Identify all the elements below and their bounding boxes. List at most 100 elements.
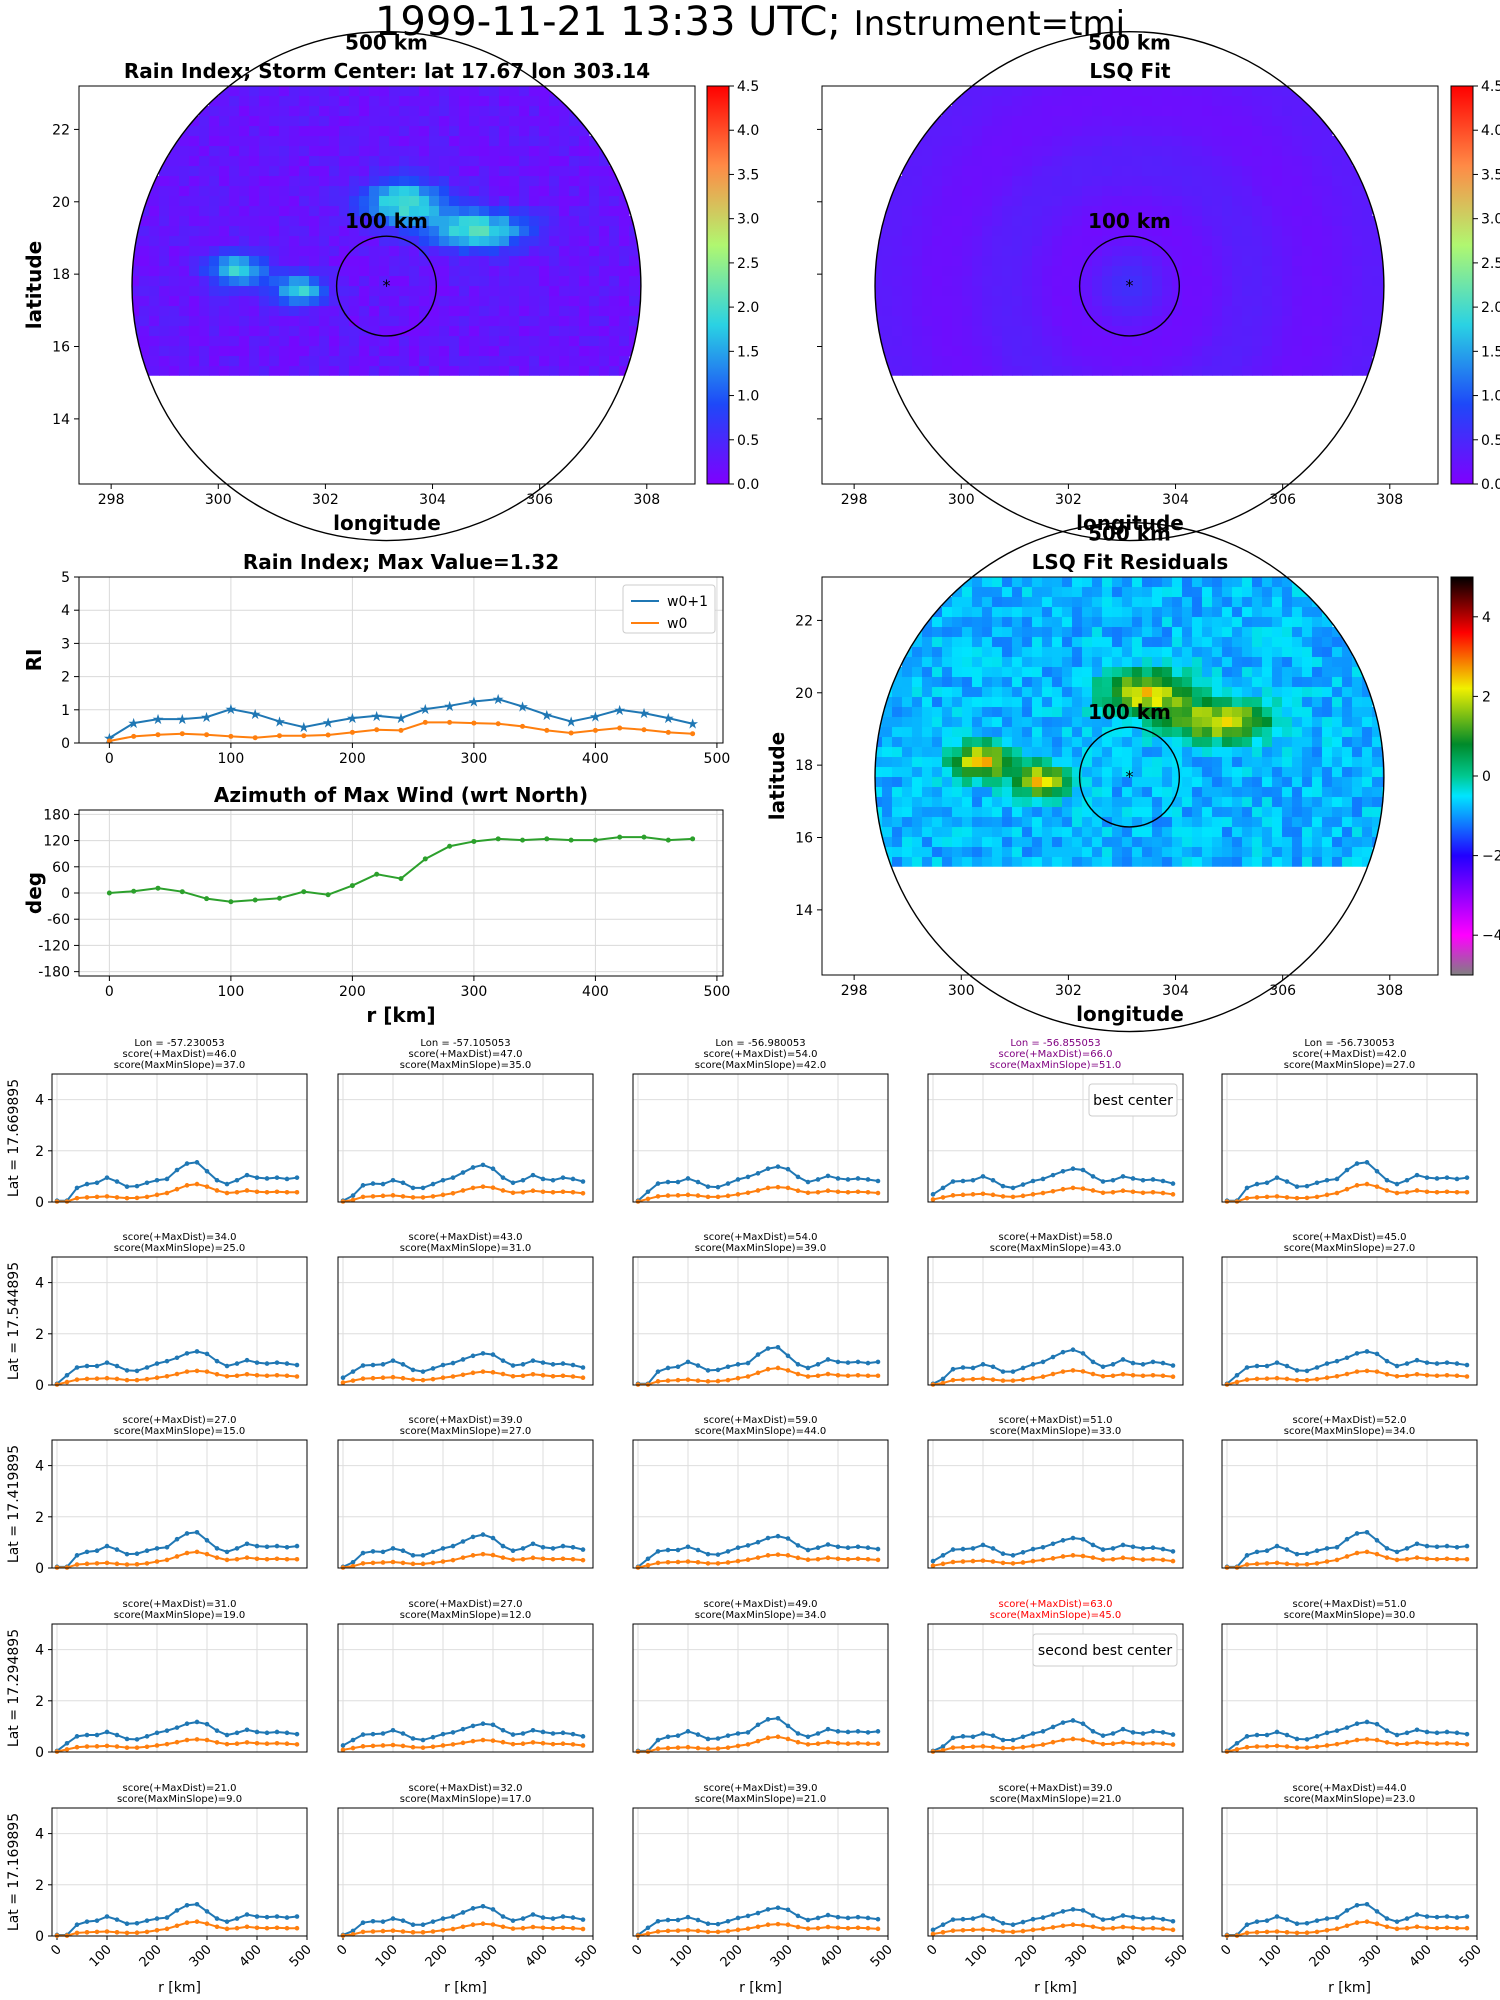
rain-index-cell xyxy=(249,126,260,137)
rain-index-cell xyxy=(489,406,500,417)
lsq-fit-cell xyxy=(962,186,973,197)
lsq-fit-cell xyxy=(1292,416,1303,427)
rain-index-cell xyxy=(519,456,530,467)
residual-cell xyxy=(1082,607,1093,618)
lsq-fit-cell xyxy=(1152,436,1163,447)
residual-cell xyxy=(1012,717,1023,728)
rain-index-cell xyxy=(219,106,230,117)
residual-cell xyxy=(1052,667,1063,678)
lsq-fit-cell xyxy=(1272,326,1283,337)
rain-index-cell xyxy=(379,276,390,287)
lsq-fit-cell xyxy=(1162,146,1173,157)
residual-cell xyxy=(1212,607,1223,618)
rain-index-cell xyxy=(259,266,270,277)
residual-cell xyxy=(1002,737,1013,748)
lsq-fit-cell xyxy=(1012,356,1023,367)
residual-cell xyxy=(1132,687,1143,698)
residual-cell xyxy=(992,617,1003,628)
lsq-fit-cell xyxy=(972,426,983,437)
rain-index-cell xyxy=(359,346,370,357)
rain-index-cell xyxy=(549,436,560,447)
rain-index-cell xyxy=(629,216,640,227)
rain-index-cell xyxy=(299,476,310,487)
rain-index-cell xyxy=(509,306,520,317)
residual-cell xyxy=(1192,827,1203,838)
residual-cell xyxy=(1162,757,1173,768)
lsq-fit-cell xyxy=(1362,316,1373,327)
lsq-fit-cell xyxy=(922,406,933,417)
lsq-fit-cell xyxy=(1062,186,1073,197)
residual-cell xyxy=(1222,707,1233,718)
rain-index-cell xyxy=(269,356,280,367)
lsq-fit-cell xyxy=(1152,296,1163,307)
rain-index-cell xyxy=(269,306,280,317)
lsq-fit-cell xyxy=(1182,276,1193,287)
rain-index-cell xyxy=(269,126,280,137)
lsq-fit-cell xyxy=(902,176,913,187)
lsq-fit-cell xyxy=(1142,446,1153,457)
residual-cell xyxy=(1162,647,1173,658)
lsq-fit-cell xyxy=(1202,366,1213,376)
rain-index-cell xyxy=(359,336,370,347)
residual-cell xyxy=(902,807,913,818)
rain-index-cell xyxy=(309,126,320,137)
lsq-fit-cell xyxy=(1322,166,1333,177)
rain-index-cell xyxy=(369,326,380,337)
lsq-fit-cell xyxy=(1182,196,1193,207)
residual-cell xyxy=(1232,797,1243,808)
rain-index-cell xyxy=(429,136,440,147)
rain-index-cell xyxy=(319,156,330,167)
rain-index-cell xyxy=(529,196,540,207)
lsq-fit-cell xyxy=(1202,426,1213,437)
lsq-fit-cell xyxy=(982,126,993,137)
lsq-fit-cell xyxy=(1082,376,1093,387)
residual-cell xyxy=(1172,617,1183,628)
lsq-fit-cell xyxy=(982,316,993,327)
lsq-fit-cell xyxy=(1072,366,1083,376)
rain-index-cell xyxy=(509,346,520,357)
residual-cell xyxy=(1112,667,1123,678)
lsq-fit-cell xyxy=(1172,236,1183,247)
lsq-fit-cell xyxy=(892,366,903,376)
rain-index-cell xyxy=(519,106,530,117)
lsq-fit-cell xyxy=(952,336,963,347)
lsq-fit-cell xyxy=(1342,216,1353,227)
rain-index-cell xyxy=(449,166,460,177)
rain-index-cell xyxy=(379,476,390,487)
residual-cell xyxy=(1362,727,1373,738)
residual-cell xyxy=(912,647,923,658)
lsq-fit-cell xyxy=(942,176,953,187)
residual-cell xyxy=(922,737,933,748)
lsq-fit-cell xyxy=(932,286,943,297)
rain-index-cell xyxy=(309,106,320,117)
rain-index-cell xyxy=(329,296,340,307)
lsq-fit-cell xyxy=(1192,456,1203,467)
rain-index-cell xyxy=(569,226,580,237)
rain-index-cell xyxy=(409,466,420,477)
lsq-fit-cell xyxy=(882,246,893,257)
lsq-fit-cell xyxy=(1102,466,1113,477)
lsq-fit-cell xyxy=(1282,246,1293,257)
lsq-fit-cell xyxy=(1102,476,1113,487)
lsq-fit-cell xyxy=(1202,326,1213,337)
residual-cell xyxy=(1012,797,1023,808)
rain-index-cell xyxy=(159,176,170,187)
rain-index-cell xyxy=(239,166,250,177)
residual-cell xyxy=(1112,747,1123,758)
rain-index-cell xyxy=(259,236,270,247)
residual-cell xyxy=(1042,587,1053,598)
rain-index-cell xyxy=(299,336,310,347)
lsq-fit-cell xyxy=(982,426,993,437)
residual-cell xyxy=(1112,757,1123,768)
residual-cell xyxy=(1212,697,1223,708)
rain-index-cell xyxy=(269,256,280,267)
lsq-fit-cell xyxy=(1142,476,1153,487)
lsq-fit-cell xyxy=(1222,126,1233,137)
residual-cell xyxy=(1312,747,1323,758)
residual-cell xyxy=(1232,827,1243,838)
residual-cell xyxy=(932,777,943,788)
rain-index-cell xyxy=(369,316,380,327)
residual-cell xyxy=(1152,687,1163,698)
lsq-fit-cell xyxy=(1112,226,1123,237)
residual-cell xyxy=(1352,717,1363,728)
